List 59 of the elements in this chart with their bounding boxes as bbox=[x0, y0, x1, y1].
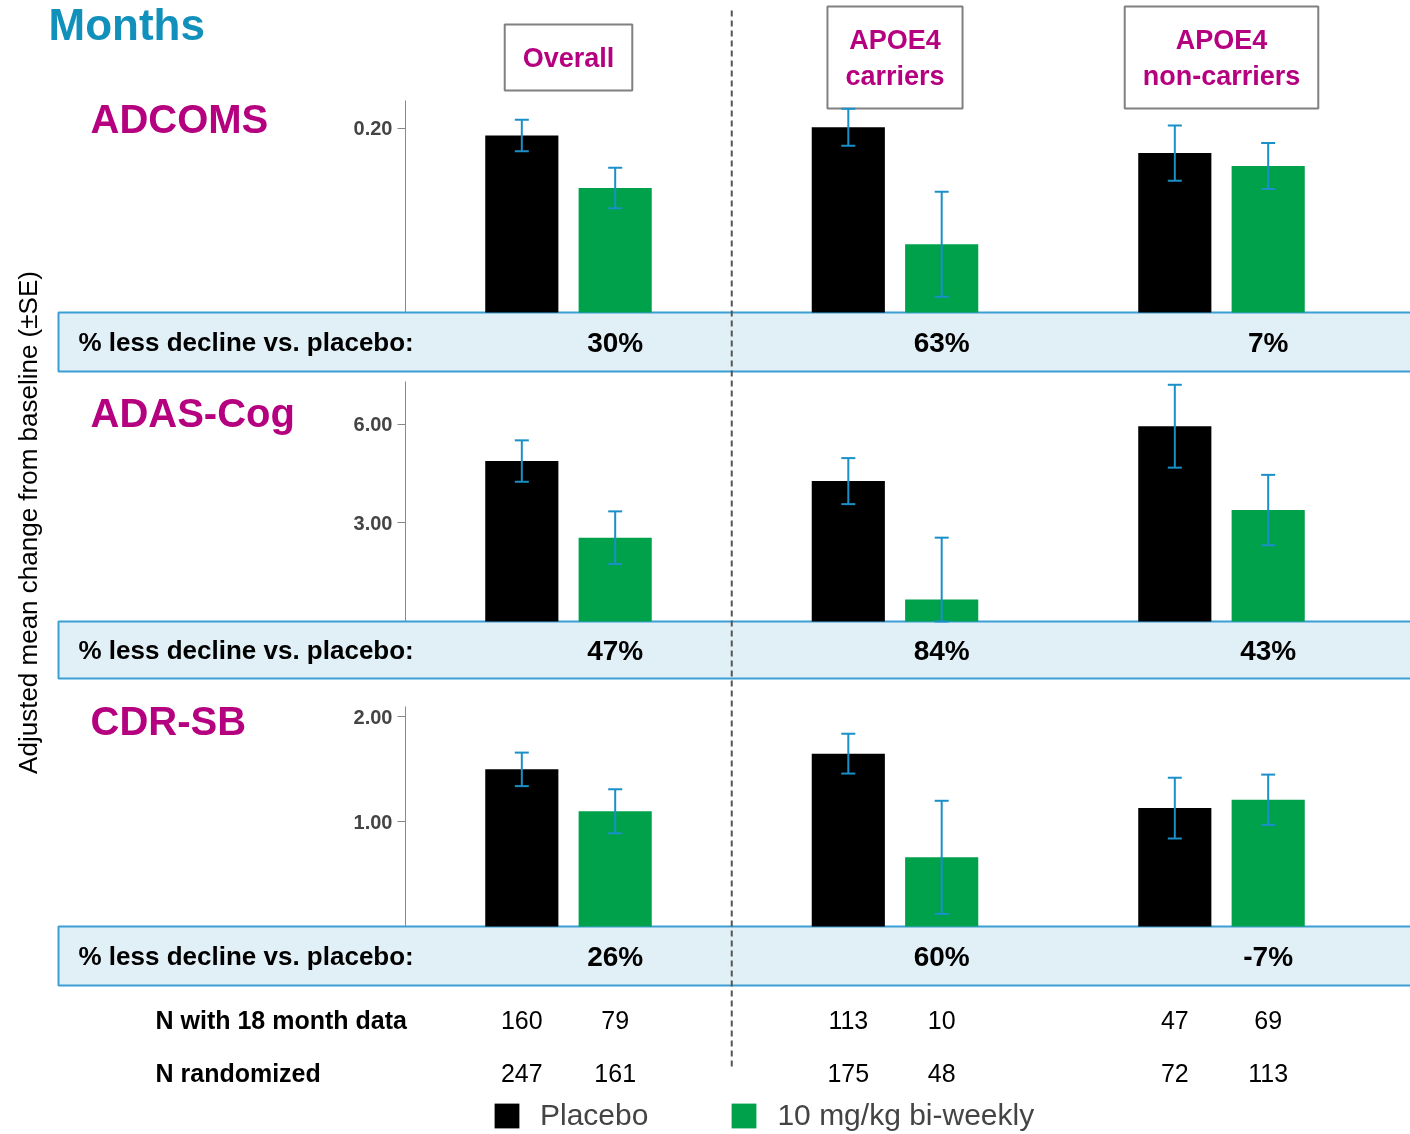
text: Months bbox=[48, 0, 205, 49]
text: 72 bbox=[1160, 1058, 1189, 1087]
text: 247 bbox=[500, 1058, 543, 1087]
chart-title: ADCOMS bbox=[90, 96, 269, 141]
text: 175 bbox=[827, 1058, 870, 1087]
bar bbox=[1138, 808, 1212, 927]
bar bbox=[485, 769, 559, 927]
bar bbox=[811, 481, 885, 622]
text: 48 bbox=[927, 1058, 956, 1087]
text: -7% bbox=[1243, 940, 1294, 972]
y-tick-label: 2.00 bbox=[353, 705, 393, 728]
text: 113 bbox=[828, 1005, 869, 1034]
bar bbox=[905, 857, 979, 927]
text: 26% bbox=[587, 940, 644, 972]
legend-label: Placebo bbox=[540, 1098, 649, 1132]
bar bbox=[905, 244, 979, 313]
text: 47 bbox=[1160, 1005, 1189, 1034]
bar bbox=[811, 753, 885, 927]
text: 10 bbox=[927, 1005, 956, 1034]
text: 113 bbox=[1248, 1058, 1289, 1087]
bar bbox=[1231, 799, 1305, 927]
text: N with 18 month data bbox=[155, 1005, 408, 1034]
text: N randomized bbox=[155, 1058, 321, 1087]
legend-label: 10 mg/kg bi-weekly bbox=[777, 1098, 1035, 1132]
x-tick-label: APOE4 non-carriers bbox=[1142, 24, 1301, 91]
text: 79 bbox=[601, 1005, 630, 1034]
x-tick-label: Overall bbox=[522, 42, 615, 73]
text: 30% bbox=[587, 326, 644, 358]
bar bbox=[1138, 426, 1212, 622]
text: 69 bbox=[1254, 1005, 1283, 1034]
text: 60% bbox=[913, 940, 970, 972]
y-axis-title: Adjusted mean change from baseline (±SE) bbox=[12, 271, 43, 774]
text: 160 bbox=[500, 1005, 543, 1034]
bar bbox=[578, 188, 652, 313]
text: 47% bbox=[587, 634, 644, 666]
chart-title: ADAS-Cog bbox=[90, 390, 295, 435]
bar bbox=[1231, 510, 1305, 622]
bar bbox=[811, 127, 885, 313]
y-tick-label: 0.20 bbox=[353, 117, 393, 140]
x-tick-label: APOE4 carriers bbox=[845, 24, 945, 91]
bar bbox=[1138, 153, 1212, 313]
y-tick-label: 3.00 bbox=[353, 511, 393, 534]
bar bbox=[485, 461, 559, 622]
text: 84% bbox=[913, 634, 970, 666]
y-tick-label: 1.00 bbox=[353, 810, 393, 833]
text: % less decline vs. placebo: bbox=[78, 327, 414, 357]
bar bbox=[485, 135, 559, 313]
text: % less decline vs. placebo: bbox=[78, 941, 414, 971]
text: 7% bbox=[1247, 326, 1289, 358]
bar bbox=[1231, 165, 1305, 313]
text: % less decline vs. placebo: bbox=[78, 635, 414, 665]
bar bbox=[905, 599, 979, 622]
text: 43% bbox=[1240, 634, 1297, 666]
chart-title: CDR-SB bbox=[90, 698, 247, 743]
text: 161 bbox=[594, 1058, 637, 1087]
bar bbox=[578, 811, 652, 927]
bar bbox=[578, 537, 652, 622]
text: 63% bbox=[913, 326, 970, 358]
y-tick-label: 6.00 bbox=[353, 413, 393, 436]
